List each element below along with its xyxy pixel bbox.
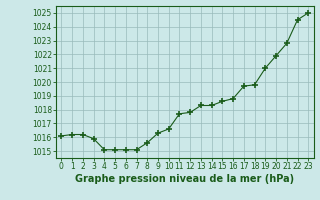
X-axis label: Graphe pression niveau de la mer (hPa): Graphe pression niveau de la mer (hPa) bbox=[75, 174, 294, 184]
